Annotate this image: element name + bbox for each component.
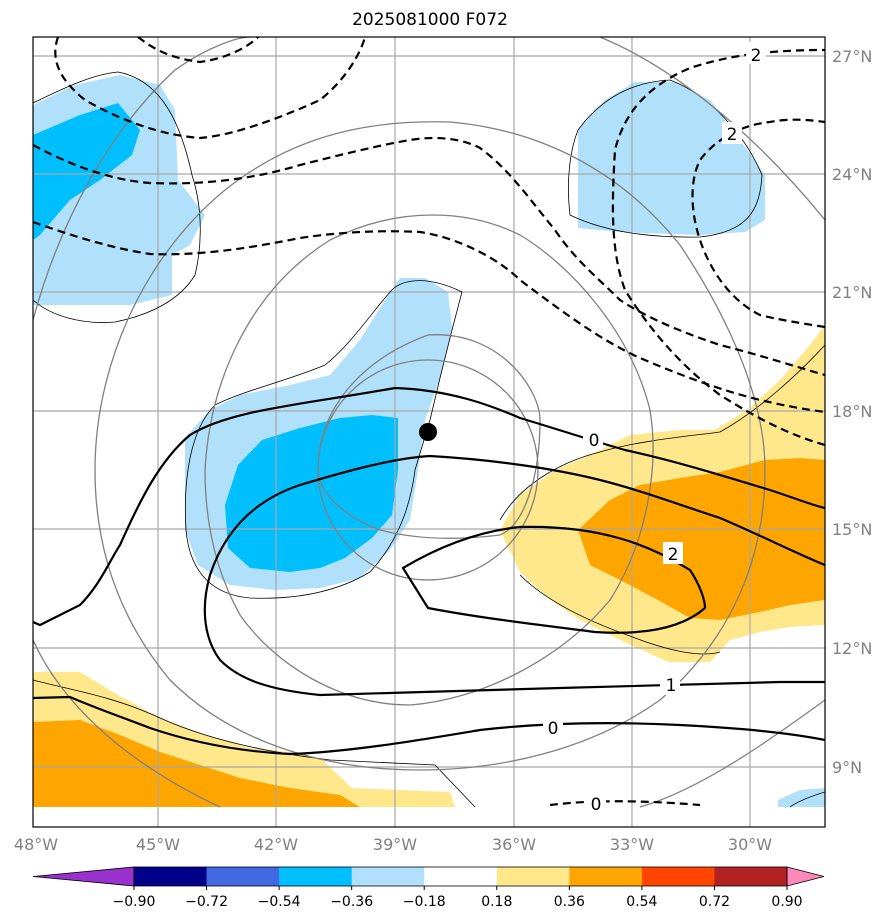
colorbar-tick-label: 0.36	[554, 894, 585, 910]
latitude-axis-labels: 27°N 24°N 21°N 18°N 15°N 12°N 9°N	[832, 47, 872, 777]
negative-anomaly-light-ne	[578, 82, 765, 235]
thin-outline-contours	[33, 71, 825, 808]
contour-label-one-low: 1	[666, 676, 677, 696]
colorbar-tick-label: −0.36	[330, 894, 373, 910]
colorbar-segment	[279, 867, 353, 886]
contour-label-zero-low: 0	[548, 719, 559, 739]
contour-labels: 0 2 1 0 0 2 2	[548, 46, 762, 815]
colorbar-extend-high	[786, 866, 825, 887]
lon-label: 30°W	[728, 835, 772, 854]
gray-concentric-contours	[33, 37, 825, 808]
contour-label-two-mid: 2	[668, 545, 679, 565]
colorbar-tick-label: −0.54	[258, 894, 301, 910]
colorbar-segment	[424, 867, 498, 886]
storm-center-marker	[419, 423, 437, 441]
lon-label: 33°W	[610, 835, 654, 854]
lat-label: 27°N	[832, 47, 872, 66]
plot-frame	[32, 36, 826, 828]
negative-anomaly-light-se	[778, 788, 825, 807]
lat-label: 24°N	[832, 165, 872, 184]
colorbar-tick-label: −0.72	[185, 894, 228, 910]
lon-label: 36°W	[492, 835, 536, 854]
lat-label: 18°N	[832, 402, 872, 421]
colorbar-segment	[351, 867, 425, 886]
colorbar-segment	[641, 867, 715, 886]
contour-label-backgrounds	[543, 42, 766, 814]
solid-black-contours	[33, 386, 825, 756]
negative-anomaly-strong-center	[225, 415, 398, 572]
colorbar-frame	[133, 866, 788, 887]
graticule	[33, 37, 825, 827]
longitude-axis-labels: 48°W 45°W 42°W 39°W 36°W 33°W 30°W	[14, 835, 772, 854]
chart-title: 2025081000 F072	[352, 10, 508, 30]
colorbar-tick-label: 0.90	[771, 894, 802, 910]
lon-label: 39°W	[373, 835, 417, 854]
colorbar-extend-low	[32, 866, 135, 887]
contour-label-zero-bottom: 0	[591, 795, 602, 815]
colorbar: −0.90 −0.72 −0.54 −0.36 −0.18 0.18 0.36 0.54 0.7…	[32, 866, 825, 910]
colorbar-tick-label: 0.72	[699, 894, 730, 910]
map-plot-area	[33, 37, 825, 827]
contour-label-zero-mid: 0	[589, 431, 600, 451]
colorbar-segment	[569, 867, 643, 886]
lat-label: 9°N	[832, 758, 862, 777]
lat-label: 12°N	[832, 639, 872, 658]
lat-label: 21°N	[832, 283, 872, 302]
contour-label-two-top: 2	[751, 46, 762, 66]
colorbar-segment	[496, 867, 570, 886]
colorbar-tick-label: −0.90	[113, 894, 156, 910]
lon-label: 42°W	[254, 835, 298, 854]
lon-label: 48°W	[14, 835, 58, 854]
contour-label-two-upper: 2	[727, 125, 738, 145]
colorbar-segment	[206, 867, 280, 886]
lon-label: 45°W	[136, 835, 180, 854]
colorbar-tick-label: −0.18	[403, 894, 446, 910]
colorbar-tick-label: 0.54	[626, 894, 657, 910]
colorbar-segment	[714, 867, 788, 886]
negative-anomaly-strong-nw	[33, 103, 140, 240]
colorbar-segment	[134, 867, 208, 886]
lat-label: 15°N	[832, 520, 872, 539]
dashed-black-contours	[33, 37, 825, 807]
colorbar-tick-label: 0.18	[481, 894, 512, 910]
